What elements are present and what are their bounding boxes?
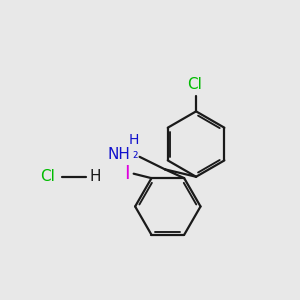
- Text: H: H: [128, 133, 139, 147]
- Text: I: I: [124, 164, 130, 183]
- Text: ₂: ₂: [132, 148, 138, 161]
- Text: H: H: [89, 169, 100, 184]
- Text: NH: NH: [108, 147, 131, 162]
- Text: Cl: Cl: [187, 77, 202, 92]
- Text: Cl: Cl: [40, 169, 55, 184]
